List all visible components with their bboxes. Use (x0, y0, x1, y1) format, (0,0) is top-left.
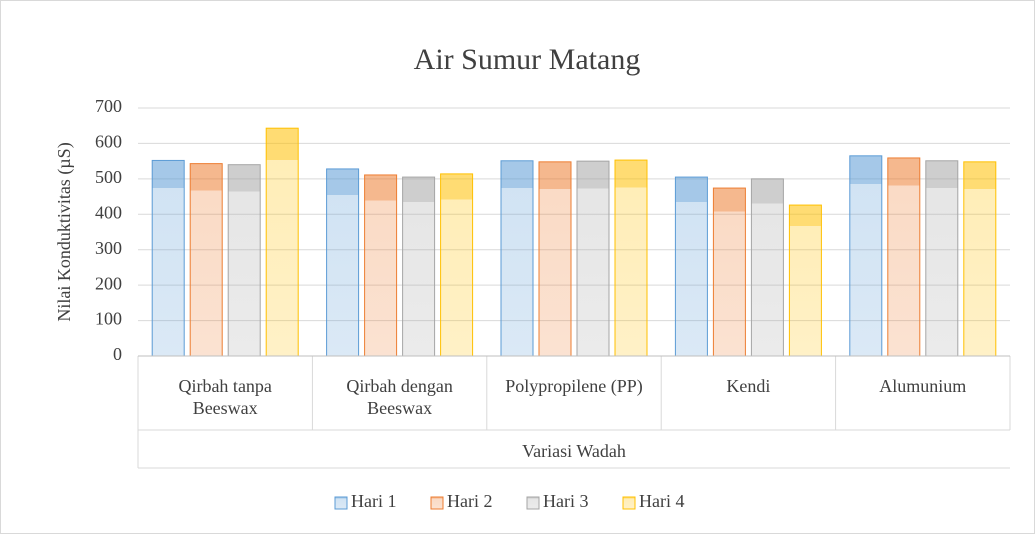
legend-label: Hari 3 (543, 491, 588, 511)
bar (788, 204, 822, 357)
bar (265, 127, 299, 357)
bar (538, 161, 572, 357)
bar (189, 163, 223, 357)
legend-swatch (622, 496, 636, 510)
y-tick-label: 100 (95, 309, 122, 329)
y-tick-label: 400 (95, 202, 122, 222)
legend-swatch (526, 496, 540, 510)
bar (500, 160, 534, 357)
chart-title: Air Sumur Matang (414, 43, 641, 76)
y-tick-label: 600 (95, 132, 122, 152)
bar (364, 174, 398, 357)
y-tick-label: 200 (95, 273, 122, 293)
x-tick-label: Qirbah tanpa Beeswax (178, 376, 272, 418)
bar (440, 173, 474, 357)
legend-swatch (430, 496, 444, 510)
y-tick-label: 0 (113, 344, 122, 364)
bar (402, 176, 436, 357)
bar (674, 176, 708, 357)
bar (887, 157, 921, 357)
x-tick-label: Qirbah dengan Beeswax (346, 376, 453, 418)
y-tick-label: 500 (95, 167, 122, 187)
bar (963, 161, 997, 357)
legend-label: Hari 2 (447, 491, 492, 511)
x-axis-label: Variasi Wadah (522, 441, 626, 461)
legend-label: Hari 1 (351, 491, 396, 511)
x-tick-label: Alumunium (879, 376, 967, 396)
bar (750, 178, 784, 357)
bar (614, 159, 648, 357)
y-axis-label: Nilai Konduktivitas (µS) (54, 142, 75, 321)
bar (925, 160, 959, 357)
bar (576, 160, 610, 357)
x-tick-label: Kendi (726, 376, 771, 396)
legend-swatch (334, 496, 348, 510)
x-tick-label: Polypropilene (PP) (505, 376, 643, 396)
y-tick-label: 700 (95, 96, 122, 116)
bar (326, 168, 360, 357)
legend-label: Hari 4 (639, 491, 684, 511)
y-tick-label: 300 (95, 238, 122, 258)
bar (227, 164, 261, 357)
bar (849, 155, 883, 357)
bar (712, 187, 746, 357)
bar (151, 159, 185, 357)
